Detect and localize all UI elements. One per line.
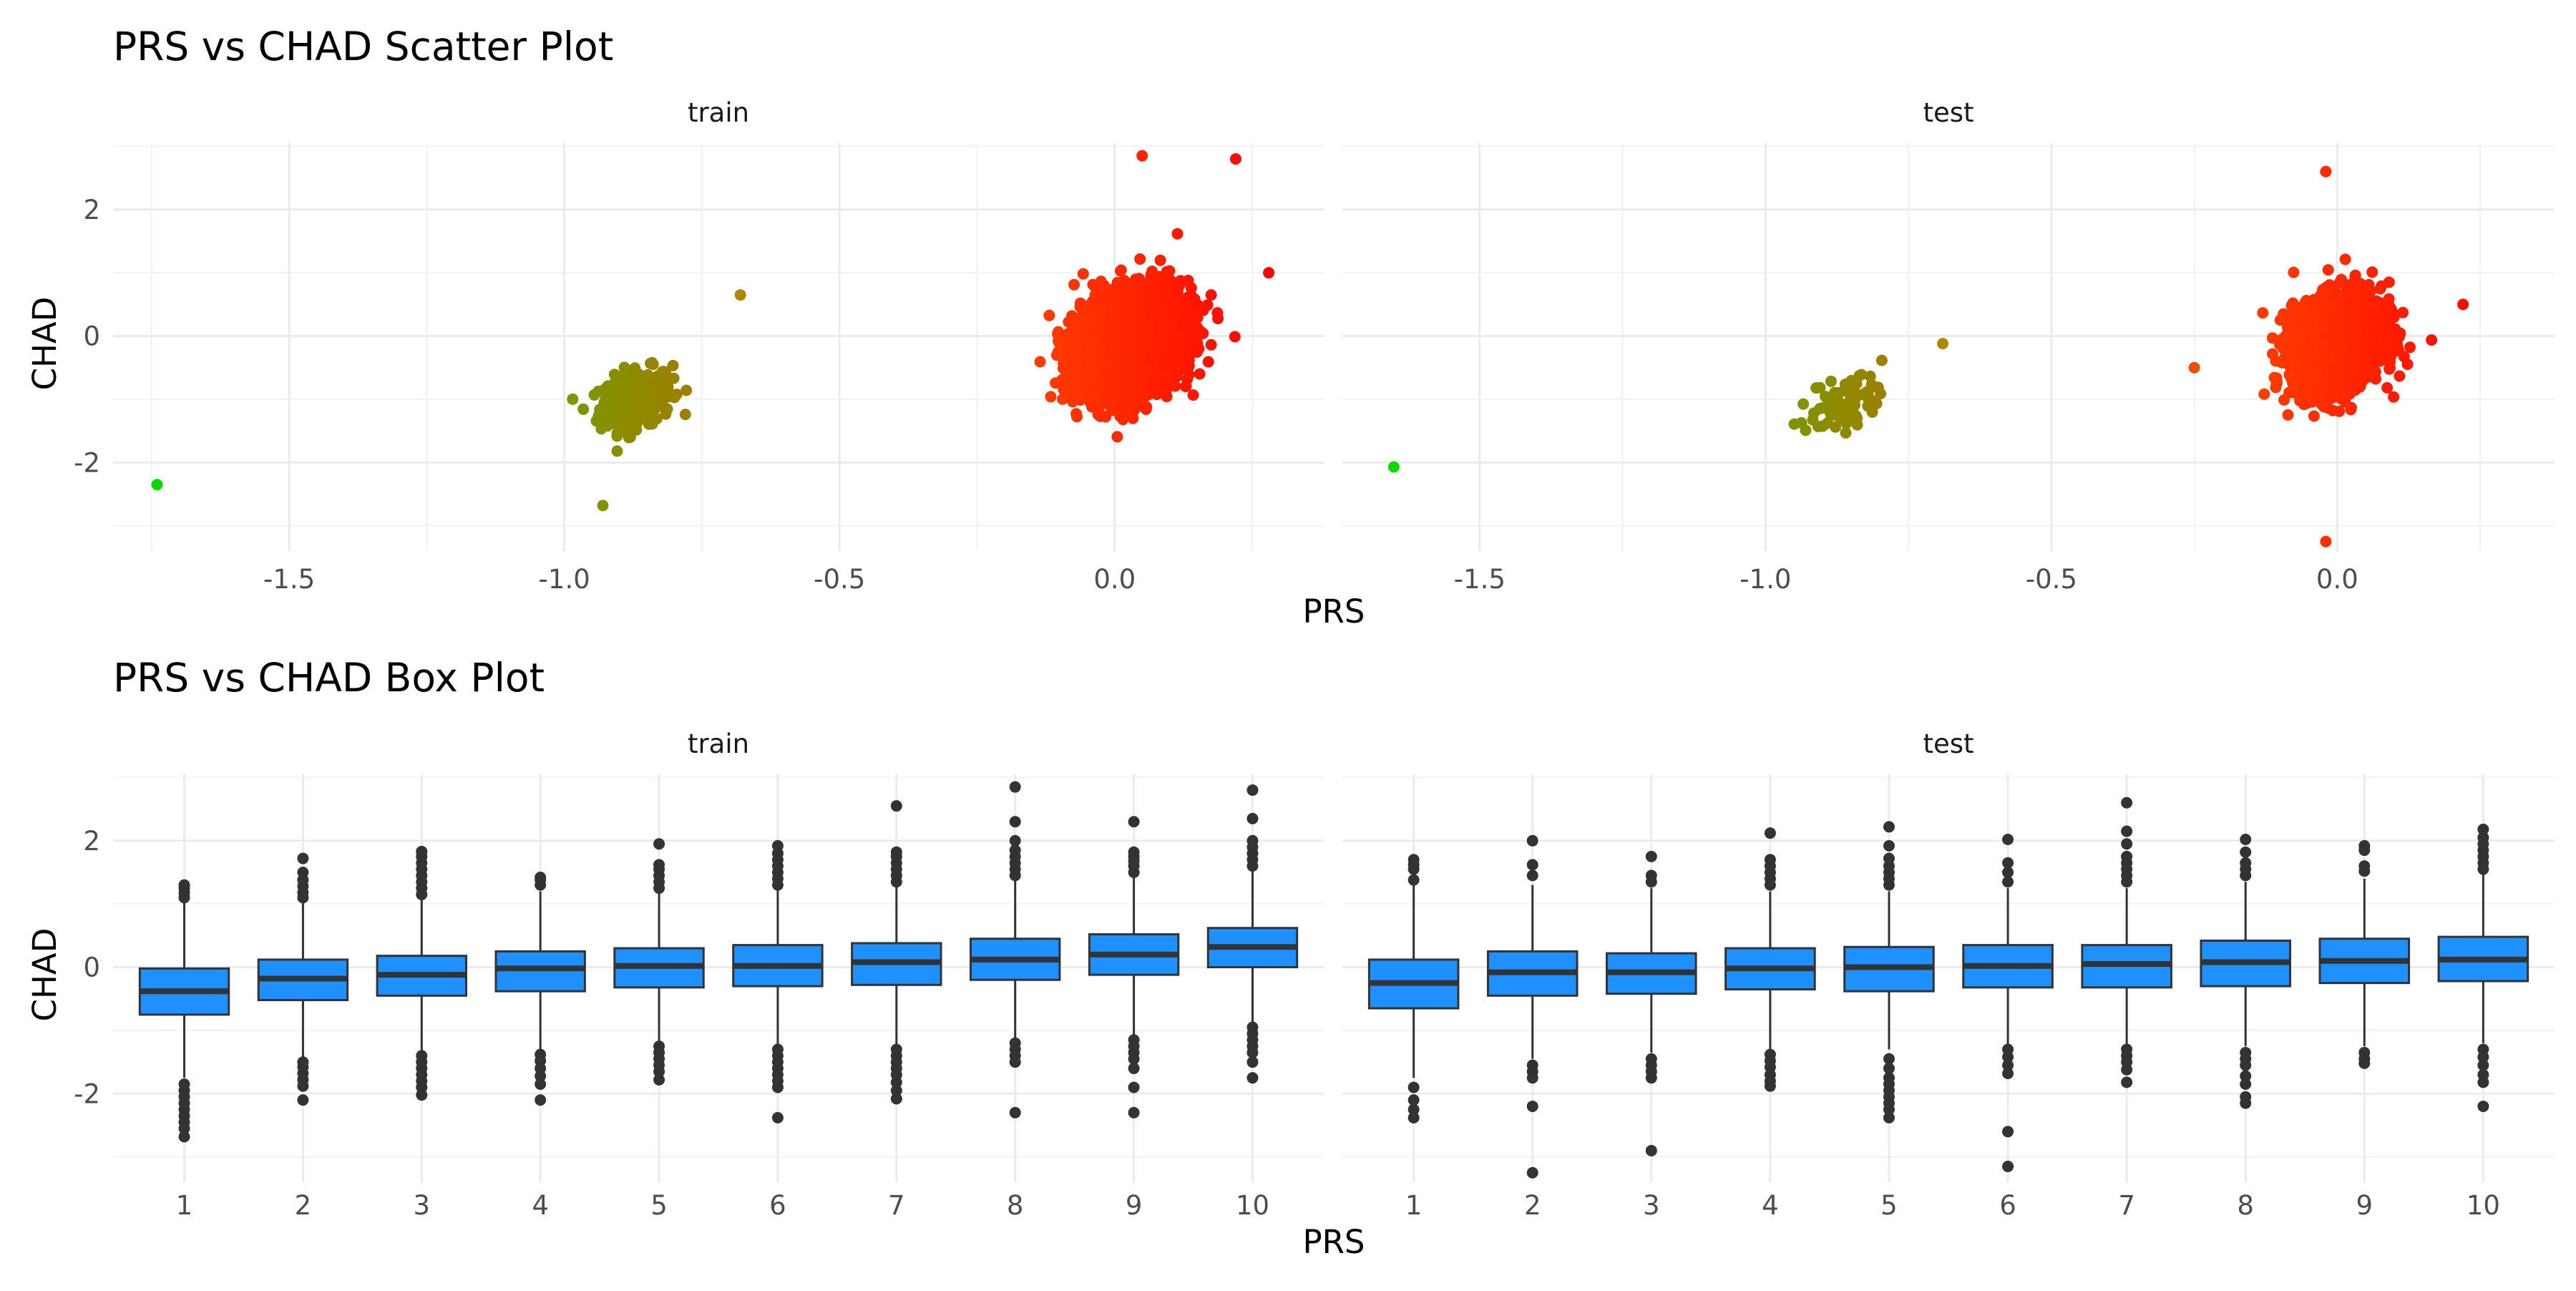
- scatter-point-train: [680, 385, 692, 396]
- scatter-point-train: [567, 394, 578, 405]
- scatter-point-train: [1188, 389, 1199, 401]
- scatter-plot-title: PRS vs CHAD Scatter Plot: [113, 24, 613, 69]
- scatter-point-train: [152, 479, 163, 490]
- scatter-point-train: [615, 404, 627, 415]
- scatter-point-train: [594, 408, 605, 419]
- scatter-point-train: [618, 370, 630, 381]
- scatter-point-train: [680, 409, 691, 420]
- scatter-point-train: [660, 384, 671, 396]
- scatter-point-train: [632, 386, 643, 398]
- scatter-point-train: [668, 360, 679, 371]
- scatter-point-train: [1212, 313, 1224, 324]
- scatter-point-train: [1127, 413, 1138, 424]
- scatter-point-train: [648, 359, 659, 370]
- scatter-point-train: [1071, 411, 1083, 422]
- scatter-point-train: [613, 427, 624, 439]
- scatter-strip-train: train: [688, 97, 749, 128]
- scatter-point-train: [1116, 265, 1127, 276]
- scatter-point-train: [1043, 310, 1055, 321]
- scatter-point-train: [1229, 331, 1241, 343]
- scatter-point-train: [598, 384, 610, 396]
- scatter-point-train: [1134, 253, 1146, 265]
- scatter-point-train: [648, 384, 659, 395]
- scatter-point-train: [1035, 356, 1046, 368]
- scatter-point-train: [663, 374, 674, 385]
- scatter-point-train: [609, 369, 620, 380]
- scatter-point-train: [1045, 391, 1057, 402]
- scatter-point-train: [1186, 282, 1197, 293]
- scatter-point-train: [660, 409, 671, 420]
- scatter-point-train: [648, 409, 659, 421]
- scatter-point-train: [1206, 339, 1217, 351]
- scatter-point-train: [1111, 431, 1123, 442]
- scatter-point-train: [577, 404, 589, 415]
- scatter-point-train: [628, 410, 639, 422]
- scatter-point-train: [612, 445, 623, 457]
- scatter-point-train: [1078, 268, 1089, 280]
- scatter-point-train: [623, 432, 635, 444]
- scatter-point-train: [1155, 255, 1166, 266]
- scatter-point-train: [1194, 369, 1206, 380]
- scatter-point-train: [1203, 356, 1214, 368]
- scatter-point-train: [604, 401, 615, 413]
- scatter-strip-test: test: [1923, 97, 1974, 128]
